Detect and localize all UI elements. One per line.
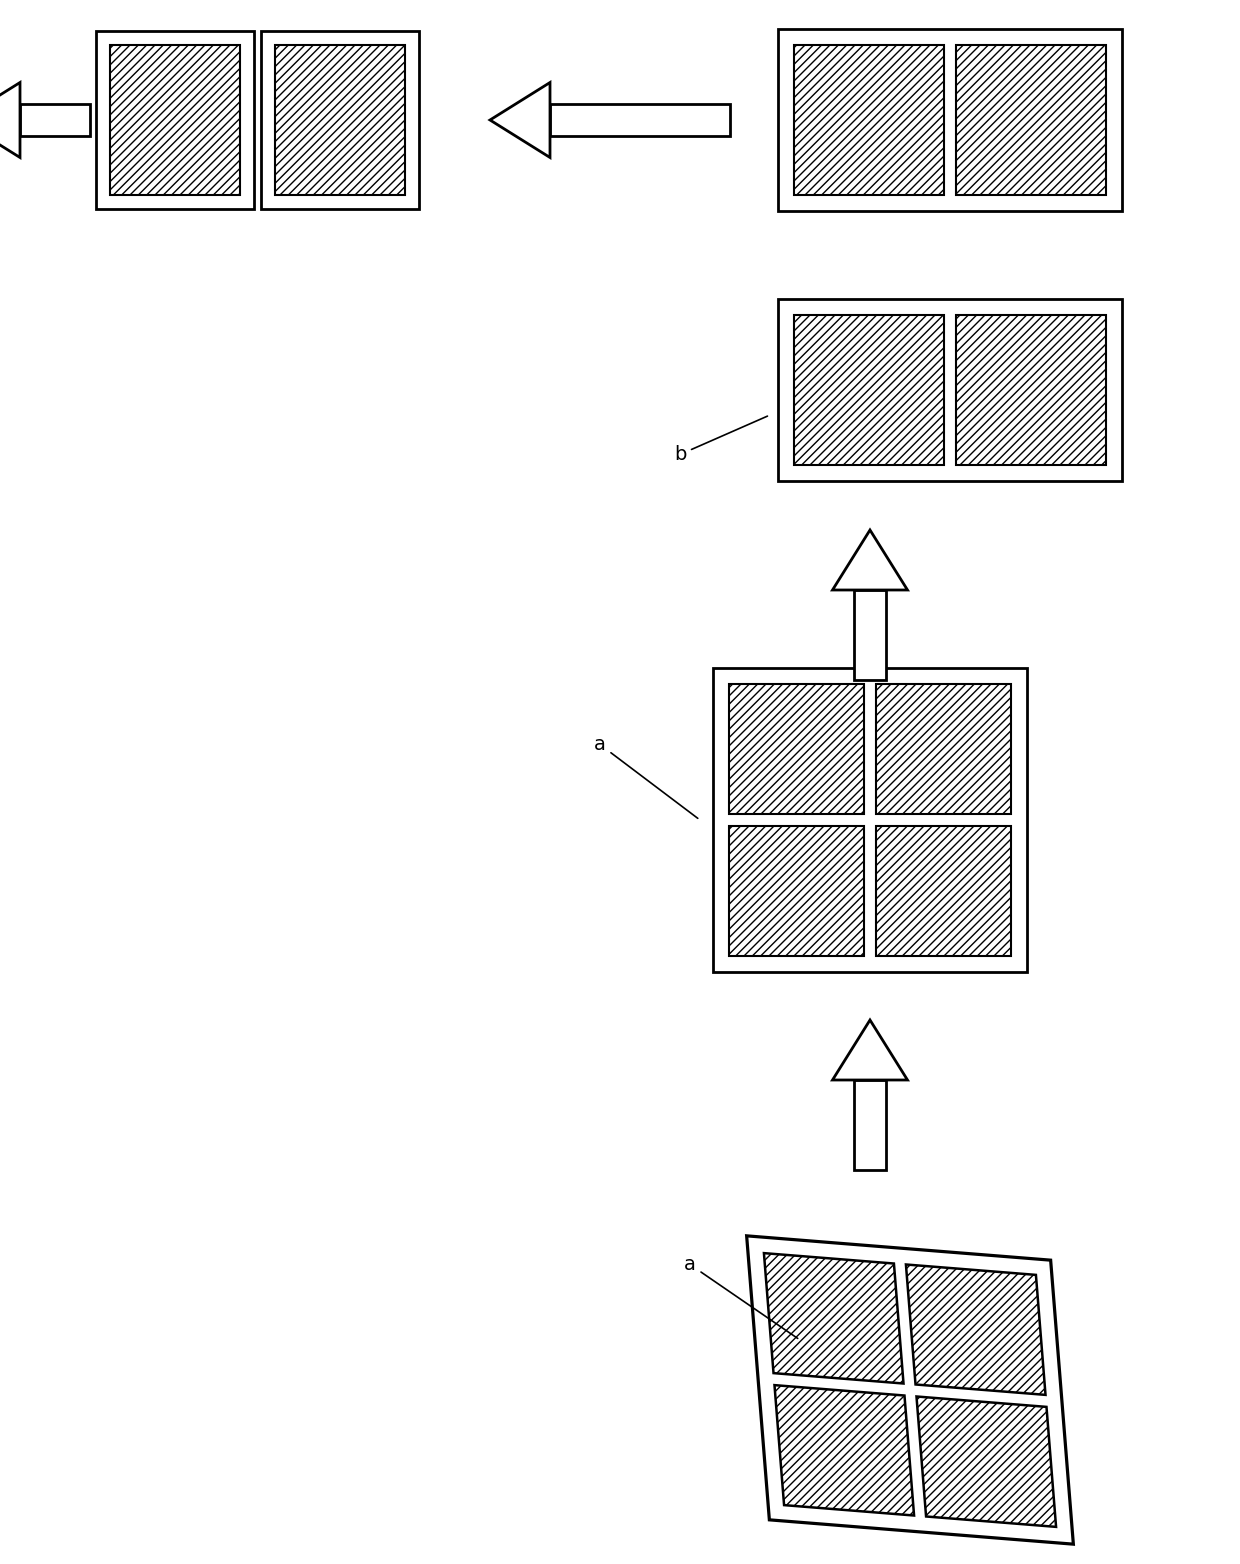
Bar (777, 30, 1122, 211)
Bar (794, 314, 944, 465)
Bar (110, 45, 241, 196)
Polygon shape (832, 1020, 908, 1081)
Polygon shape (832, 530, 908, 590)
Text: b: b (673, 416, 768, 465)
Bar (854, 1081, 887, 1170)
Bar (854, 590, 887, 680)
Bar (956, 45, 1106, 196)
Bar (20, 103, 91, 136)
Polygon shape (764, 1253, 904, 1384)
Polygon shape (916, 1397, 1056, 1526)
Text: a: a (684, 1254, 797, 1339)
Bar (729, 683, 864, 813)
Polygon shape (906, 1264, 1045, 1395)
Bar (794, 45, 944, 196)
Polygon shape (775, 1386, 914, 1516)
Bar (275, 45, 405, 196)
Bar (875, 826, 1011, 956)
Bar (260, 31, 419, 210)
Polygon shape (490, 83, 551, 158)
Bar (875, 683, 1011, 813)
Polygon shape (0, 83, 20, 158)
Bar (95, 31, 254, 210)
Bar (956, 314, 1106, 465)
Bar (777, 299, 1122, 482)
Bar (729, 826, 864, 956)
Text: a: a (594, 735, 698, 818)
Bar (713, 668, 1027, 971)
Bar (551, 103, 730, 136)
Polygon shape (746, 1236, 1074, 1544)
